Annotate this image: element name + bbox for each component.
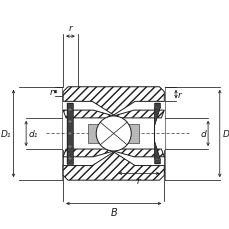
Polygon shape bbox=[63, 149, 164, 157]
Polygon shape bbox=[154, 108, 160, 160]
Polygon shape bbox=[67, 104, 73, 108]
Circle shape bbox=[96, 116, 131, 151]
Text: r: r bbox=[136, 177, 140, 185]
Text: B: B bbox=[110, 207, 117, 218]
Polygon shape bbox=[63, 111, 164, 118]
Text: r: r bbox=[177, 90, 181, 99]
Text: D₁: D₁ bbox=[1, 129, 11, 138]
Polygon shape bbox=[67, 160, 73, 164]
Polygon shape bbox=[63, 152, 164, 180]
Polygon shape bbox=[154, 104, 160, 108]
Text: D: D bbox=[222, 129, 229, 138]
Polygon shape bbox=[88, 124, 102, 144]
Text: d: d bbox=[199, 129, 205, 138]
Polygon shape bbox=[63, 87, 164, 115]
Polygon shape bbox=[125, 124, 138, 144]
Text: r: r bbox=[68, 24, 72, 33]
Text: d₁: d₁ bbox=[29, 129, 38, 138]
Polygon shape bbox=[154, 160, 160, 164]
Text: r: r bbox=[49, 88, 53, 97]
Polygon shape bbox=[67, 108, 73, 160]
